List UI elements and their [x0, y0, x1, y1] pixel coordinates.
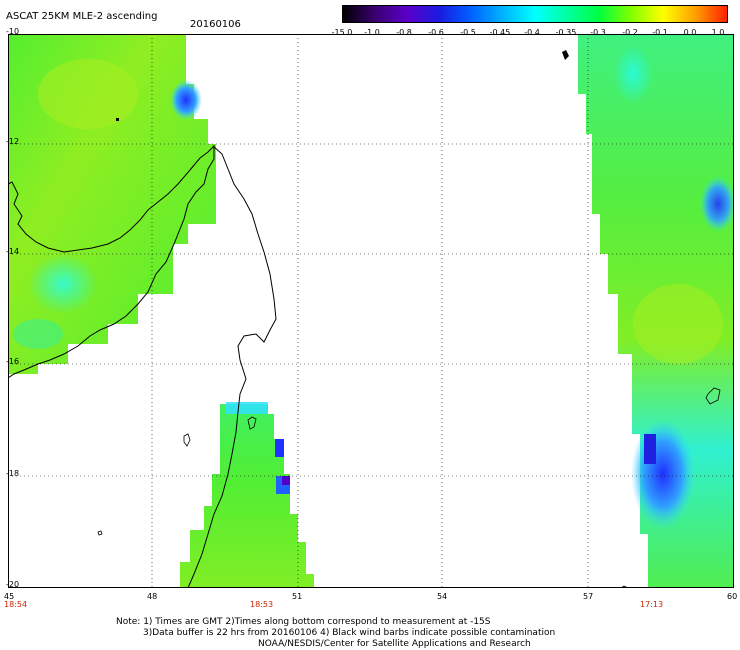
island-reunion: [97, 530, 103, 536]
colorbar-segment: [407, 6, 439, 22]
colorbar-tick-label: -1.0: [364, 28, 380, 37]
x-tick-label: 54: [437, 592, 448, 601]
time-label: 18:54: [4, 600, 28, 609]
swath-middle-purple-cell: [282, 476, 290, 485]
colorbar: [342, 5, 728, 23]
swath-left-yellow-patch: [38, 59, 138, 129]
colorbar-segment: [503, 6, 535, 22]
swath-right-cyan-top: [613, 44, 653, 104]
y-tick-label: -10: [6, 27, 20, 36]
x-tick-label: 45: [4, 592, 15, 601]
africa-coastline: [8, 144, 215, 379]
graticule: [8, 34, 734, 588]
swath-right: [578, 34, 734, 588]
swath-middle-fill: [180, 404, 314, 588]
madagascar-coastline: [187, 145, 277, 588]
swath-middle-top-cyan: [226, 402, 268, 414]
colorbar-segment: [343, 6, 375, 22]
map-frame: [8, 34, 734, 588]
note-line-1: Note: 1) Times are GMT 2)Times along bot…: [116, 617, 491, 627]
island-east-1: [562, 50, 569, 60]
x-tick-label: 60: [727, 592, 738, 601]
colorbar-segment: [567, 6, 599, 22]
swath-middle: [180, 402, 314, 588]
colorbar-tick-label: 1.0: [711, 28, 725, 37]
product-date: 20160106: [190, 19, 241, 30]
colorbar-tick-label: -0.8: [396, 28, 412, 37]
colorbar-tick-label: -0.6: [428, 28, 444, 37]
swath-left: [8, 34, 216, 374]
x-tick-label: 51: [292, 592, 303, 601]
colorbar-segment: [663, 6, 695, 22]
colorbar-tick-label: -0.3: [590, 28, 606, 37]
note-line-2: 3)Data buffer is 22 hrs from 20160106 4)…: [143, 628, 556, 638]
map-panel: [8, 34, 734, 588]
island-mauritius: [247, 416, 257, 430]
colorbar-tick-label: -0.1: [652, 28, 668, 37]
time-label: 18:53: [250, 600, 274, 609]
x-tick-label: 48: [147, 592, 158, 601]
y-tick-label: -14: [6, 247, 20, 256]
colorbar-tick-label: -0.2: [622, 28, 638, 37]
colorbar-tick-label: -0.4: [524, 28, 540, 37]
colorbar-tick-label: 0.0: [683, 28, 697, 37]
swath-left-cyan-patch: [28, 254, 98, 314]
comoros-island: [116, 118, 119, 121]
swath-right-blue-patch: [700, 176, 734, 232]
swath-left-blue-patch: [170, 80, 202, 120]
colorbar-segment: [439, 6, 471, 22]
swath-right-blue-cell: [644, 434, 656, 464]
note-line-3: NOAA/NESDIS/Center for Satellite Applica…: [258, 639, 531, 649]
colorbar-segment: [695, 6, 727, 22]
swath-right-yellow-patch: [633, 284, 723, 364]
y-tick-label: -18: [6, 469, 20, 478]
colorbar-tick-label: -0.5: [460, 28, 476, 37]
colorbar-tick-label: -0.45: [489, 28, 511, 37]
swath-right-deep-blue: [631, 419, 695, 529]
island-east-2: [705, 387, 721, 405]
colorbar-segment: [599, 6, 631, 22]
colorbar-segment: [535, 6, 567, 22]
colorbar-segment: [375, 6, 407, 22]
y-tick-label: -16: [6, 357, 20, 366]
x-tick-label: 57: [583, 592, 594, 601]
swath-middle-blue-cell: [275, 439, 284, 457]
y-tick-label: -20: [6, 580, 20, 589]
y-tick-label: -12: [6, 137, 20, 146]
time-label: 17:13: [640, 600, 664, 609]
swath-left-cyan-edge: [13, 319, 63, 349]
product-title: ASCAT 25KM MLE-2 ascending: [6, 11, 158, 22]
colorbar-segment: [471, 6, 503, 22]
colorbar-segment: [631, 6, 663, 22]
colorbar-tick-label: -0.35: [555, 28, 577, 37]
colorbar-tick-label: -15.0: [331, 28, 353, 37]
island-mayotte: [183, 433, 191, 447]
